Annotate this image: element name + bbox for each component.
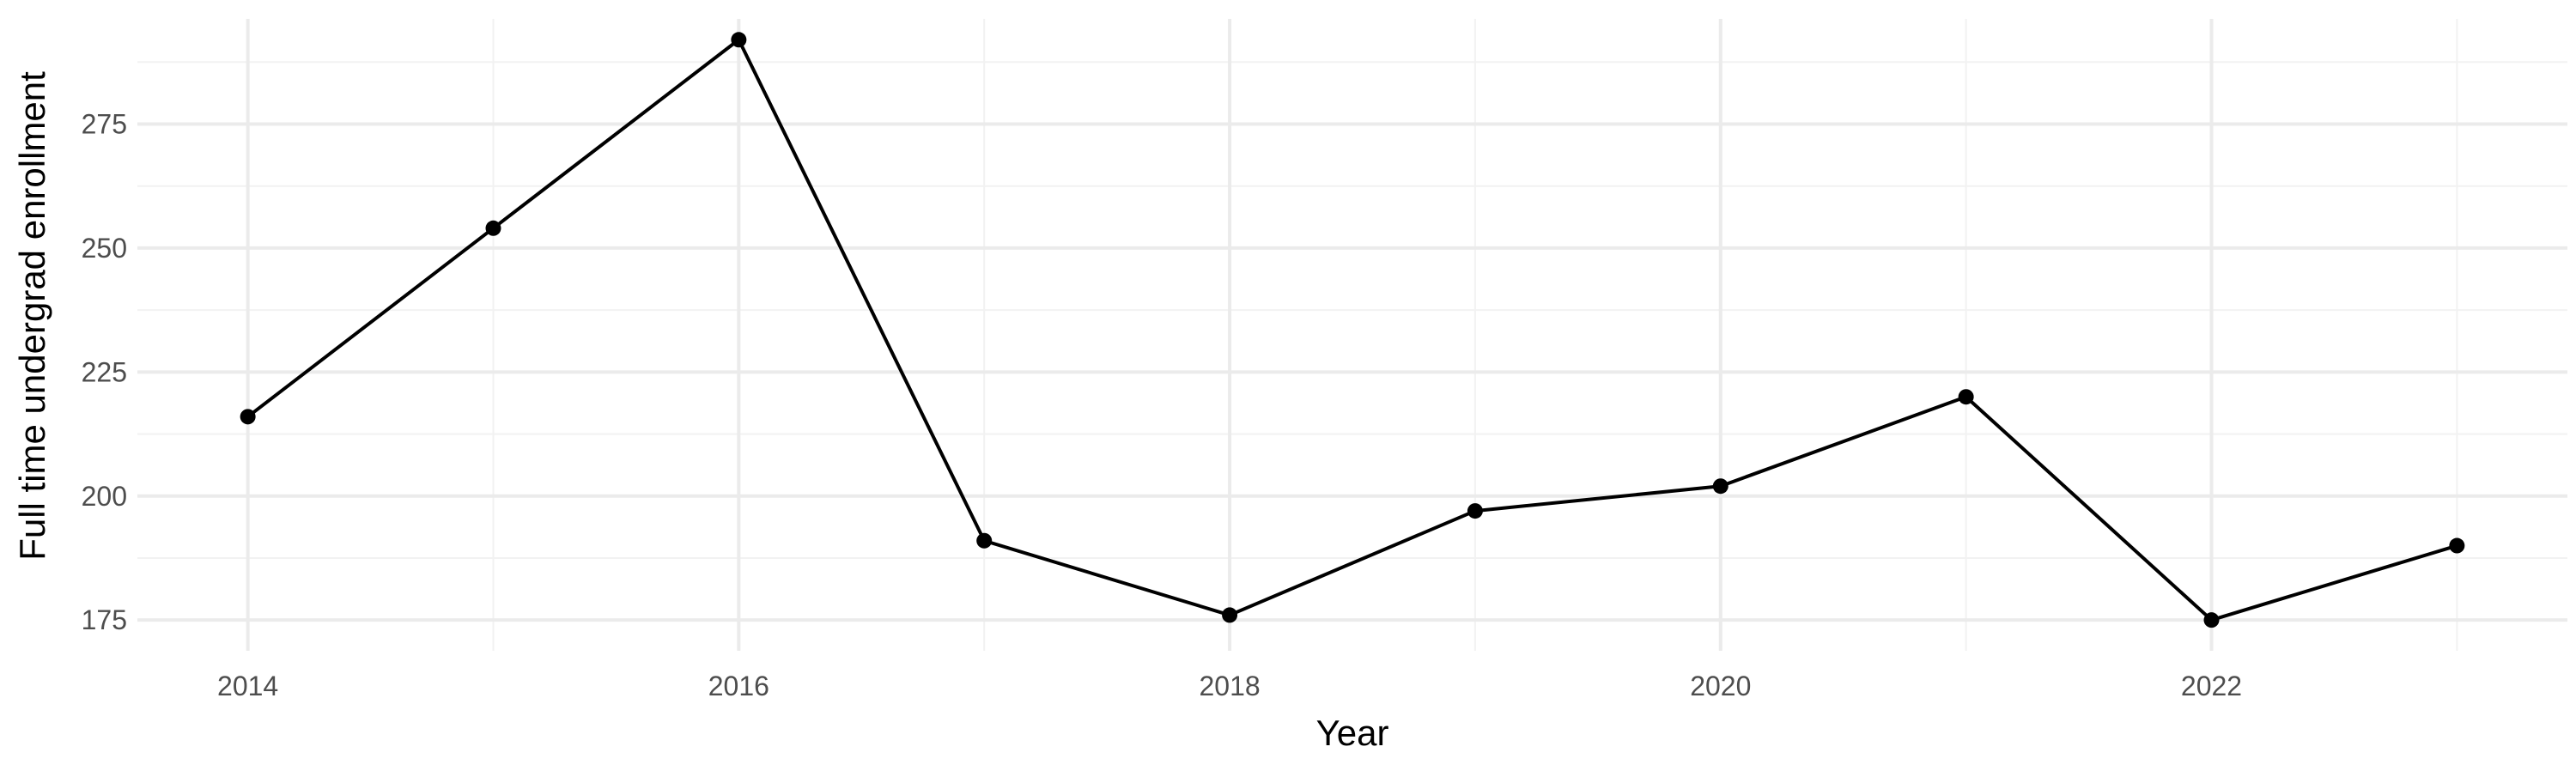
grid xyxy=(137,19,2567,651)
x-axis-ticks: 2014 2016 2018 2020 2022 xyxy=(217,671,2242,701)
y-tick-label: 225 xyxy=(82,356,127,387)
x-tick-label: 2022 xyxy=(2181,671,2242,701)
points-layer xyxy=(240,32,2465,628)
data-point xyxy=(1222,607,1238,623)
data-point xyxy=(1958,389,1974,405)
x-tick-label: 2018 xyxy=(1199,671,1260,701)
y-tick-label: 275 xyxy=(82,108,127,139)
data-point xyxy=(1712,478,1728,495)
x-tick-label: 2016 xyxy=(708,671,769,701)
series-line xyxy=(246,38,2458,622)
y-tick-label: 200 xyxy=(82,481,127,512)
data-point xyxy=(240,409,256,425)
data-point xyxy=(485,220,501,236)
y-axis-ticks: 175 200 225 250 275 xyxy=(82,108,127,635)
data-point xyxy=(1467,503,1483,519)
x-tick-label: 2014 xyxy=(217,671,278,701)
y-axis-title: Full time undergrad enrollment xyxy=(12,71,52,561)
x-tick-label: 2020 xyxy=(1690,671,1751,701)
y-tick-label: 250 xyxy=(82,233,127,264)
series-layer xyxy=(246,38,2458,622)
y-tick-label: 175 xyxy=(82,604,127,635)
data-point xyxy=(976,532,993,549)
data-point xyxy=(731,32,747,48)
x-axis-title: Year xyxy=(1316,713,1389,753)
data-point xyxy=(2203,612,2220,628)
data-point xyxy=(2449,537,2465,554)
